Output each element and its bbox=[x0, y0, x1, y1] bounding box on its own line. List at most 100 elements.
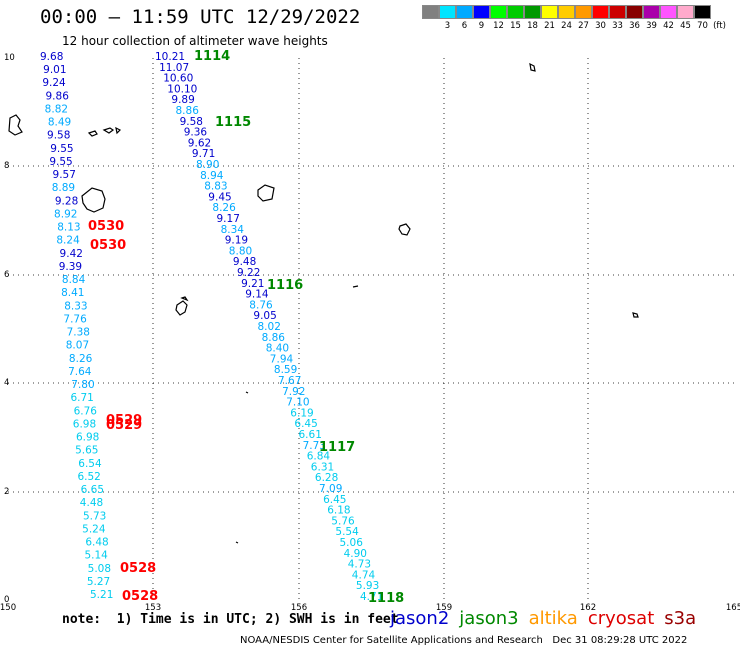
wave-height-value: 5.76 bbox=[331, 515, 355, 527]
legend-swatch bbox=[558, 5, 575, 19]
pass-label: 1118 bbox=[368, 591, 404, 606]
legend-label: 24 bbox=[561, 21, 572, 31]
wave-height-value: 7.67 bbox=[278, 375, 301, 387]
island-outline bbox=[529, 62, 536, 72]
coastlines bbox=[8, 62, 639, 544]
satellite-name: cryosat bbox=[587, 608, 655, 629]
legend-swatch bbox=[609, 5, 626, 19]
satellite-name: altika bbox=[528, 608, 578, 629]
wave-height-value: 9.01 bbox=[43, 64, 66, 76]
pass-label: 1115 bbox=[215, 115, 251, 130]
x-axis-tick-label: 153 bbox=[145, 603, 161, 613]
island-outline bbox=[398, 223, 411, 236]
wave-height-value: 6.76 bbox=[74, 405, 98, 417]
island-outline bbox=[175, 296, 189, 316]
wave-height-value: 6.98 bbox=[76, 432, 99, 444]
pass-label: 0528 bbox=[122, 589, 158, 604]
pass-label: 0529 bbox=[106, 413, 142, 428]
wave-height-value: 9.48 bbox=[233, 256, 256, 268]
wave-height-value: 6.65 bbox=[81, 484, 104, 496]
legend-label: 15 bbox=[510, 21, 521, 31]
legend-label: 36 bbox=[629, 21, 640, 31]
legend-label: 18 bbox=[527, 21, 538, 31]
legend-label: 39 bbox=[646, 21, 657, 31]
pass-label: 0528 bbox=[120, 561, 156, 576]
pass-label: 0530 bbox=[88, 219, 124, 234]
island-outline bbox=[235, 391, 249, 544]
wave-height-value: 9.22 bbox=[237, 267, 260, 279]
legend-swatch bbox=[694, 5, 711, 19]
y-axis-tick-label: 2 bbox=[4, 487, 9, 497]
wave-height-value: 7.73 bbox=[303, 440, 326, 452]
satellite-name: s3a bbox=[664, 608, 697, 629]
map-title: 00:00 — 11:59 UTC 12/29/2022 bbox=[40, 6, 361, 28]
wave-height-value: 8.94 bbox=[200, 170, 224, 182]
legend-labels: 3 6 9 12 15 18 21 24 27 30 33 36 39 42 45 70 (ft) bbox=[422, 21, 728, 31]
x-axis-tick-label: 150 bbox=[0, 603, 16, 613]
wave-height-value: 8.02 bbox=[258, 321, 281, 333]
wave-height-value: 8.41 bbox=[61, 287, 84, 299]
wave-height-value: 8.83 bbox=[204, 181, 227, 193]
wave-height-value: 6.52 bbox=[77, 471, 100, 483]
wave-height-value: 6.19 bbox=[290, 407, 313, 419]
wave-height-value: 6.84 bbox=[307, 451, 331, 463]
wave-height-value: 7.38 bbox=[67, 327, 90, 339]
legend-label: 45 bbox=[680, 21, 691, 31]
legend-label: 70 bbox=[697, 21, 708, 31]
wave-height-value: 9.89 bbox=[171, 94, 194, 106]
wave-track-west: 9.689.019.249.868.828.499.589.559.559.57… bbox=[40, 51, 113, 601]
wave-height-value: 4.74 bbox=[352, 569, 376, 581]
legend-label: 21 bbox=[544, 21, 555, 31]
island-outline bbox=[257, 184, 275, 202]
wave-height-value: 8.40 bbox=[266, 343, 289, 355]
wave-height-value: 9.39 bbox=[59, 261, 82, 273]
y-axis-tick-label: 4 bbox=[4, 378, 9, 388]
wave-height-value: 6.45 bbox=[294, 418, 317, 430]
wave-height-value: 8.92 bbox=[54, 208, 77, 220]
wave-height-value: 4.48 bbox=[80, 497, 103, 509]
wave-height-value: 8.86 bbox=[262, 332, 286, 344]
x-axis-tick-label: 162 bbox=[580, 603, 596, 613]
wave-height-value: 5.65 bbox=[75, 445, 98, 457]
y-axis-tick-label: 10 bbox=[4, 53, 15, 63]
grid-lines bbox=[8, 58, 734, 600]
wave-height-value: 7.76 bbox=[63, 313, 87, 325]
legend-label: 42 bbox=[663, 21, 674, 31]
wave-height-value: 9.58 bbox=[180, 116, 203, 128]
wave-height-value: 9.05 bbox=[253, 310, 276, 322]
legend-swatch bbox=[456, 5, 473, 19]
wave-height-value: 8.24 bbox=[56, 235, 80, 247]
legend-swatch bbox=[524, 5, 541, 19]
wave-height-value: 6.28 bbox=[315, 472, 338, 484]
wave-height-value: 8.26 bbox=[212, 202, 236, 214]
legend-label: 27 bbox=[578, 21, 589, 31]
wave-height-value: 4.71 bbox=[360, 591, 383, 603]
footer-note: note: 1) Time is in UTC; 2) SWH is in fe… bbox=[62, 612, 399, 627]
legend-swatch bbox=[592, 5, 609, 19]
wave-height-value: 9.71 bbox=[192, 148, 215, 160]
wave-height-value: 4.73 bbox=[348, 559, 371, 571]
satellite-name: jason3 bbox=[459, 608, 519, 629]
wave-height-value: 6.31 bbox=[311, 461, 334, 473]
wave-height-value: 9.21 bbox=[241, 278, 264, 290]
wave-height-value: 9.86 bbox=[46, 90, 70, 102]
wave-height-value: 8.84 bbox=[62, 274, 86, 286]
satellite-legend: jason2 jason3 altika cryosat s3a bbox=[390, 608, 706, 629]
legend-label: 12 bbox=[493, 21, 504, 31]
wave-height-value: 10.21 bbox=[155, 51, 185, 63]
legend-swatch bbox=[439, 5, 456, 19]
wave-height-value: 7.80 bbox=[71, 379, 94, 391]
wave-height-value: 8.82 bbox=[45, 103, 68, 115]
wave-height-value: 10.60 bbox=[163, 73, 193, 85]
legend-swatch bbox=[422, 5, 439, 19]
wave-height-value: 8.86 bbox=[176, 105, 200, 117]
wave-height-value: 9.62 bbox=[188, 137, 211, 149]
wave-height-value: 9.14 bbox=[245, 289, 269, 301]
wave-track-east: 10.2111.0710.6010.109.898.869.589.369.62… bbox=[155, 51, 383, 603]
wave-height-value: 7.94 bbox=[270, 353, 294, 365]
wave-height-value: 9.28 bbox=[55, 195, 78, 207]
wave-height-value: 9.36 bbox=[184, 127, 208, 139]
legend-swatch bbox=[643, 5, 660, 19]
wave-height-value: 6.61 bbox=[299, 429, 322, 441]
wave-height-value: 6.48 bbox=[85, 537, 108, 549]
